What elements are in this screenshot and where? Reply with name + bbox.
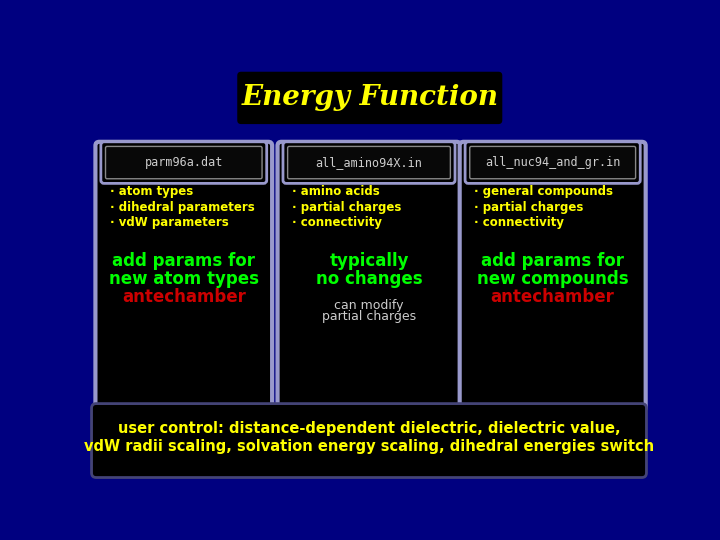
- Text: · partial charges: · partial charges: [474, 201, 584, 214]
- FancyBboxPatch shape: [238, 72, 503, 124]
- Text: · general compounds: · general compounds: [474, 185, 613, 198]
- Text: new atom types: new atom types: [109, 270, 258, 288]
- FancyBboxPatch shape: [96, 142, 272, 411]
- Text: antechamber: antechamber: [491, 288, 615, 306]
- FancyBboxPatch shape: [106, 146, 262, 179]
- Text: antechamber: antechamber: [122, 288, 246, 306]
- Text: partial charges: partial charges: [322, 310, 416, 323]
- Text: · partial charges: · partial charges: [292, 201, 401, 214]
- FancyBboxPatch shape: [277, 142, 461, 411]
- Text: all_nuc94_and_gr.in: all_nuc94_and_gr.in: [485, 156, 621, 169]
- Text: no changes: no changes: [315, 270, 423, 288]
- FancyBboxPatch shape: [101, 142, 266, 184]
- FancyBboxPatch shape: [283, 142, 455, 184]
- FancyBboxPatch shape: [91, 403, 647, 477]
- Text: user control: distance-dependent dielectric, dielectric value,: user control: distance-dependent dielect…: [117, 421, 621, 436]
- Text: vdW radii scaling, solvation energy scaling, dihedral energies switch: vdW radii scaling, solvation energy scal…: [84, 439, 654, 454]
- Text: · amino acids: · amino acids: [292, 185, 379, 198]
- Text: new compounds: new compounds: [477, 270, 629, 288]
- Text: · vdW parameters: · vdW parameters: [110, 216, 229, 229]
- Text: · atom types: · atom types: [110, 185, 194, 198]
- FancyBboxPatch shape: [465, 142, 640, 184]
- Text: Energy Function: Energy Function: [241, 84, 498, 111]
- Text: · connectivity: · connectivity: [474, 216, 564, 229]
- Text: typically: typically: [329, 252, 409, 270]
- Text: add params for: add params for: [112, 252, 256, 270]
- Text: · connectivity: · connectivity: [292, 216, 382, 229]
- Text: add params for: add params for: [481, 252, 624, 270]
- Text: parm96a.dat: parm96a.dat: [145, 156, 223, 169]
- Text: all_amino94X.in: all_amino94X.in: [315, 156, 423, 169]
- FancyBboxPatch shape: [469, 146, 636, 179]
- Text: · dihedral parameters: · dihedral parameters: [110, 201, 255, 214]
- FancyBboxPatch shape: [287, 146, 451, 179]
- Text: can modify: can modify: [334, 299, 404, 312]
- FancyBboxPatch shape: [459, 142, 646, 411]
